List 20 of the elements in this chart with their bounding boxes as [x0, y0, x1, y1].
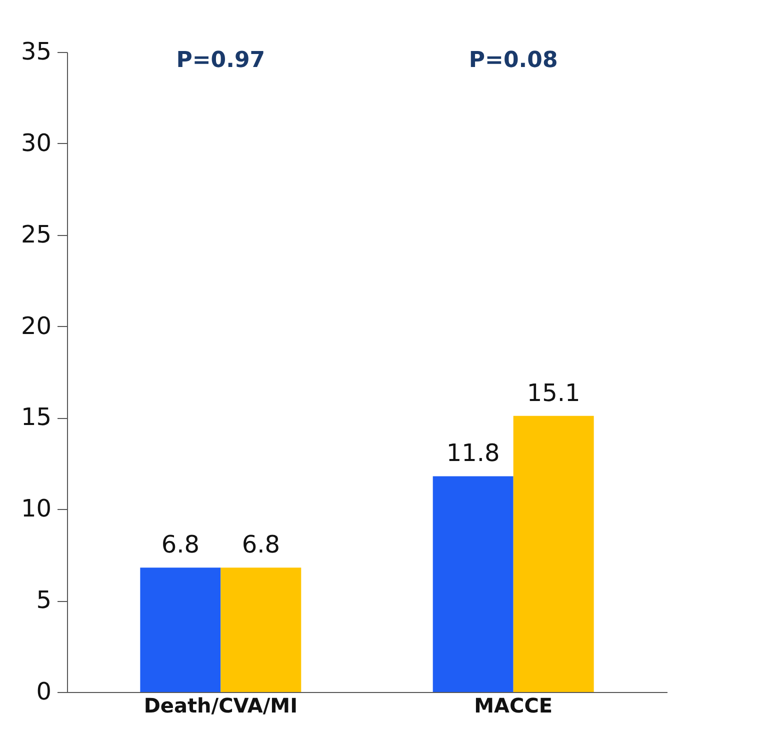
x-tick-label: MACCE: [474, 694, 553, 718]
y-tick-label: 10: [20, 494, 52, 523]
data-label: 15.1: [526, 378, 580, 407]
data-label: 6.8: [242, 530, 280, 559]
y-tick-label: 0: [36, 678, 52, 706]
bar: [513, 416, 594, 692]
annotation: P=0.08: [468, 48, 558, 73]
x-tick-label: Death/CVA/MI: [144, 694, 298, 718]
y-tick-label: 35: [20, 38, 52, 66]
annotation: P=0.97: [176, 48, 266, 73]
data-label: 6.8: [161, 530, 200, 559]
y-tick-label: 5: [36, 586, 52, 614]
y-tick-label: 25: [20, 220, 52, 248]
y-tick-label: 30: [20, 128, 52, 157]
data-label: 11.8: [446, 439, 500, 468]
bar: [140, 568, 221, 692]
bar: [220, 568, 302, 692]
y-tick-label: 15: [20, 403, 52, 432]
bar: [432, 476, 514, 692]
y-tick-label: 20: [20, 312, 52, 340]
